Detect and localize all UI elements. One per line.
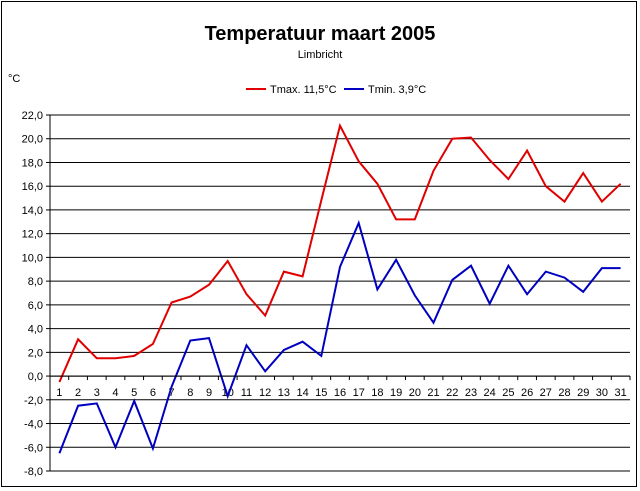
x-tick-label: 7 bbox=[169, 387, 175, 399]
y-tick-label: -4,0 bbox=[24, 419, 43, 431]
x-tick-label: 13 bbox=[278, 387, 290, 399]
x-tick-label: 22 bbox=[446, 387, 458, 399]
y-axis-ticks: 22,0 20,0 18,0 16,0 14,0 12,0 10,0 8,0 6,0 4,0 2,0… bbox=[22, 110, 50, 478]
x-tick-label: 26 bbox=[521, 387, 533, 399]
x-tick-label: 14 bbox=[296, 387, 308, 399]
series-line-tmax bbox=[58, 122, 622, 383]
x-tick-label: 28 bbox=[558, 387, 570, 399]
y-tick-label: 16,0 bbox=[22, 181, 43, 193]
y-tick-label: 0,0 bbox=[28, 371, 43, 383]
x-tick-label: 19 bbox=[390, 387, 402, 399]
x-tick-label: 8 bbox=[187, 387, 193, 399]
x-tick-label: 31 bbox=[615, 387, 627, 399]
y-tick-label: 14,0 bbox=[22, 205, 43, 217]
temperature-chart: Temperatuur maart 2005 Limbricht °C Tmax… bbox=[8, 23, 631, 478]
x-tick-label: 24 bbox=[484, 387, 496, 399]
x-tick-label: 25 bbox=[502, 387, 514, 399]
x-tick-label: 9 bbox=[206, 387, 212, 399]
y-tick-label: -8,0 bbox=[24, 466, 43, 478]
x-tick-label: 27 bbox=[540, 387, 552, 399]
x-tick-label: 4 bbox=[112, 387, 118, 399]
x-tick-label: 16 bbox=[334, 387, 346, 399]
y-tick-label: 8,0 bbox=[28, 276, 43, 288]
y-tick-label: 6,0 bbox=[28, 300, 43, 312]
legend-label-tmin: Tmin. 3,9°C bbox=[368, 84, 426, 96]
y-tick-label: -2,0 bbox=[24, 395, 43, 407]
x-axis-ticks: 1 2 3 4 5 6 7 8 9 10 11 12 13 14 15 16 17 18 19 20 21 22 23 24 2… bbox=[49, 376, 631, 399]
y-tick-label: 10,0 bbox=[22, 252, 43, 264]
y-tick-label: 20,0 bbox=[22, 134, 43, 146]
x-tick-label: 1 bbox=[56, 387, 62, 399]
x-tick-label: 2 bbox=[75, 387, 81, 399]
x-tick-label: 12 bbox=[259, 387, 271, 399]
y-tick-label: 22,0 bbox=[22, 110, 43, 122]
grid-lines bbox=[50, 114, 630, 472]
x-tick-label: 5 bbox=[131, 387, 137, 399]
y-axis-unit-label: °C bbox=[8, 73, 20, 85]
x-tick-label: 18 bbox=[371, 387, 383, 399]
legend-label-tmax: Tmax. 11,5°C bbox=[270, 84, 337, 96]
y-tick-label: 12,0 bbox=[22, 229, 43, 241]
x-tick-label: 17 bbox=[353, 387, 365, 399]
chart-subtitle: Limbricht bbox=[298, 49, 343, 61]
series-layer bbox=[58, 122, 622, 454]
x-tick-label: 29 bbox=[577, 387, 589, 399]
y-tick-label: 4,0 bbox=[28, 324, 43, 336]
x-tick-label: 30 bbox=[596, 387, 608, 399]
x-tick-label: 21 bbox=[427, 387, 439, 399]
x-tick-label: 23 bbox=[465, 387, 477, 399]
legend: Tmax. 11,5°C Tmin. 3,9°C bbox=[246, 84, 426, 96]
chart-title: Temperatuur maart 2005 bbox=[205, 23, 436, 45]
x-tick-label: 6 bbox=[150, 387, 156, 399]
x-tick-label: 15 bbox=[315, 387, 327, 399]
y-tick-label: 18,0 bbox=[22, 157, 43, 169]
x-tick-label: 20 bbox=[409, 387, 421, 399]
y-tick-label: -6,0 bbox=[24, 442, 43, 454]
y-tick-label: 2,0 bbox=[28, 347, 43, 359]
series-line-tmin bbox=[58, 219, 621, 454]
x-tick-label: 11 bbox=[241, 387, 252, 399]
x-tick-label: 3 bbox=[94, 387, 100, 399]
